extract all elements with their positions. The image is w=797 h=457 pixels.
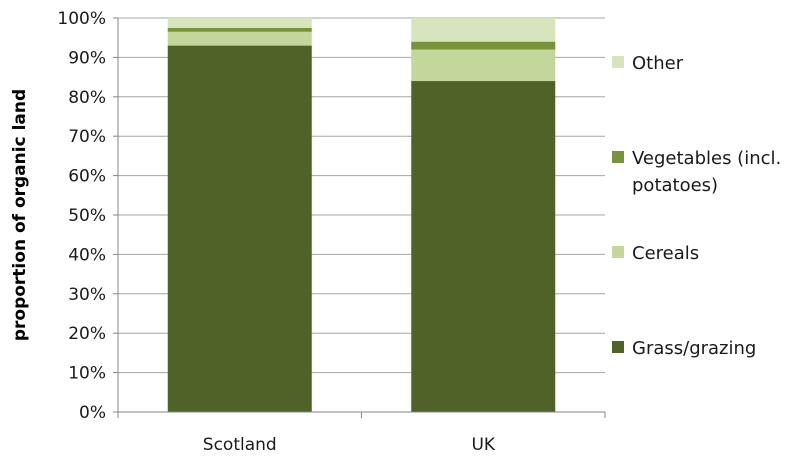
legend-label: Other bbox=[632, 53, 684, 74]
legend-swatch bbox=[612, 246, 624, 258]
y-tick-label: 40% bbox=[68, 245, 106, 265]
y-tick-label: 80% bbox=[68, 88, 106, 108]
legend-swatch bbox=[612, 151, 624, 163]
y-tick-label: 50% bbox=[68, 206, 106, 226]
bar-segment-vegetables-incl-potatoes-scotland bbox=[167, 27, 312, 32]
y-tick-label: 70% bbox=[68, 127, 106, 147]
bar-segment-cereals-uk bbox=[411, 49, 556, 82]
y-tick-label: 100% bbox=[57, 9, 106, 29]
bar-segment-grass-grazing-uk bbox=[411, 81, 556, 412]
x-tick-label: Scotland bbox=[203, 435, 277, 455]
y-tick-label: 0% bbox=[79, 403, 106, 423]
bar-segment-vegetables-incl-potatoes-uk bbox=[411, 41, 556, 50]
y-tick-labels: 0% 10% 20% 30% 40% 50% 60% 70% 80% 90% 100% bbox=[57, 9, 106, 423]
legend-swatch bbox=[612, 341, 624, 353]
legend: Other Vegetables (incl. potatoes) Cereals Gr… bbox=[612, 53, 781, 359]
y-tick-label: 60% bbox=[68, 167, 106, 187]
y-tick-label: 30% bbox=[68, 285, 106, 305]
legend-swatch bbox=[612, 56, 624, 68]
legend-label: Cereals bbox=[632, 243, 699, 264]
bar-segment-other-scotland bbox=[167, 18, 312, 28]
y-tick-label: 10% bbox=[68, 364, 106, 384]
y-axis-label: proportion of organic land bbox=[10, 89, 30, 341]
legend-label: Grass/grazing bbox=[632, 338, 756, 359]
axes bbox=[113, 17, 606, 418]
y-tick-label: 20% bbox=[68, 324, 106, 344]
x-tick-labels: Scotland UK bbox=[203, 435, 496, 455]
bar-segment-other-uk bbox=[411, 18, 556, 42]
bars bbox=[167, 18, 556, 413]
bar-segment-cereals-scotland bbox=[167, 31, 312, 46]
legend-label: Vegetables (incl. potatoes) bbox=[632, 148, 781, 196]
y-tick-label: 90% bbox=[68, 48, 106, 68]
bar-segment-grass-grazing-scotland bbox=[167, 45, 312, 413]
x-tick-label: UK bbox=[471, 435, 495, 455]
